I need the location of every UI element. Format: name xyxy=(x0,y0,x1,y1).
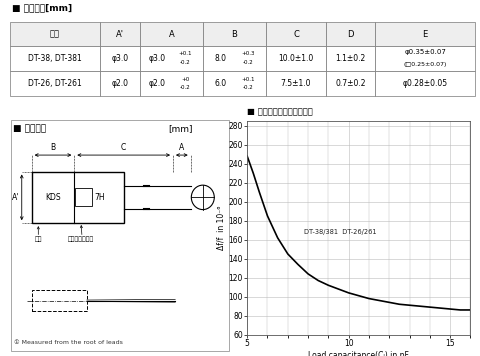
Text: 0.7±0.2: 0.7±0.2 xyxy=(336,79,366,88)
Text: A: A xyxy=(179,142,184,152)
Bar xyxy=(100,71,140,96)
Text: φ2.0: φ2.0 xyxy=(149,79,166,88)
Text: φ2.0: φ2.0 xyxy=(112,79,129,88)
Bar xyxy=(10,22,100,46)
Text: D: D xyxy=(348,30,354,38)
Bar xyxy=(375,71,475,96)
Text: B: B xyxy=(50,142,56,152)
Bar xyxy=(375,22,475,46)
Text: (□0.25±0.07): (□0.25±0.07) xyxy=(404,62,447,67)
Bar xyxy=(140,46,203,71)
Text: C: C xyxy=(293,30,299,38)
Text: φ3.0: φ3.0 xyxy=(112,54,129,63)
Text: 10.0±1.0: 10.0±1.0 xyxy=(278,54,313,63)
Text: 7H: 7H xyxy=(94,193,105,202)
Text: 7.5±1.0: 7.5±1.0 xyxy=(281,79,311,88)
Bar xyxy=(326,46,375,71)
Bar xyxy=(10,46,100,71)
Text: DT-38/381  DT-26/261: DT-38/381 DT-26/261 xyxy=(304,229,376,235)
Text: 8.0: 8.0 xyxy=(215,54,227,63)
Bar xyxy=(140,71,203,96)
Text: 6.0: 6.0 xyxy=(215,79,227,88)
Bar xyxy=(326,71,375,96)
Bar xyxy=(203,46,266,71)
Text: 1.1±0.2: 1.1±0.2 xyxy=(336,54,366,63)
Text: A': A' xyxy=(12,193,20,202)
Text: KDS: KDS xyxy=(45,193,61,202)
Text: -0.2: -0.2 xyxy=(243,85,253,90)
Bar xyxy=(266,71,326,96)
Text: [mm]: [mm] xyxy=(168,125,193,134)
Text: ■ 負荷容量特性（代表例）: ■ 負荷容量特性（代表例） xyxy=(247,108,313,117)
Bar xyxy=(140,22,203,46)
Bar xyxy=(10,71,100,96)
Text: DT-26, DT-261: DT-26, DT-261 xyxy=(28,79,82,88)
Bar xyxy=(266,22,326,46)
Text: B: B xyxy=(231,30,237,38)
Text: +0.1: +0.1 xyxy=(179,52,192,57)
Bar xyxy=(32,290,87,311)
Bar xyxy=(326,22,375,46)
Y-axis label: Δf/f  in 10⁻⁶: Δf/f in 10⁻⁶ xyxy=(217,206,226,250)
Text: +0: +0 xyxy=(181,77,189,82)
Text: ■ 外形寸法: ■ 外形寸法 xyxy=(13,125,46,134)
Bar xyxy=(100,46,140,71)
Text: -0.2: -0.2 xyxy=(180,60,191,65)
Text: A: A xyxy=(168,30,174,38)
Text: -0.2: -0.2 xyxy=(180,85,191,90)
Bar xyxy=(266,46,326,71)
Text: 社名: 社名 xyxy=(35,236,42,242)
Bar xyxy=(32,172,124,223)
Text: φ0.35±0.07: φ0.35±0.07 xyxy=(404,49,446,55)
Bar xyxy=(75,188,92,206)
Text: -0.2: -0.2 xyxy=(243,60,253,65)
Text: 型名: 型名 xyxy=(50,30,60,38)
Text: ① Measured from the root of leads: ① Measured from the root of leads xyxy=(14,340,123,345)
Text: DT-38, DT-381: DT-38, DT-381 xyxy=(28,54,82,63)
X-axis label: Load capacitance(Cₗ) in pF: Load capacitance(Cₗ) in pF xyxy=(308,351,409,356)
Bar xyxy=(375,46,475,71)
Bar xyxy=(203,71,266,96)
Text: C: C xyxy=(121,142,126,152)
Text: φ0.28±0.05: φ0.28±0.05 xyxy=(403,79,448,88)
Text: +0.1: +0.1 xyxy=(241,77,255,82)
Bar xyxy=(203,22,266,46)
Text: 製造ロット番号: 製造ロット番号 xyxy=(68,236,94,242)
Text: ■ 外形寸法[mm]: ■ 外形寸法[mm] xyxy=(12,4,72,12)
Bar xyxy=(100,22,140,46)
Text: +0.3: +0.3 xyxy=(241,52,255,57)
Text: A': A' xyxy=(116,30,124,38)
Text: E: E xyxy=(422,30,428,38)
Text: φ3.0: φ3.0 xyxy=(149,54,166,63)
